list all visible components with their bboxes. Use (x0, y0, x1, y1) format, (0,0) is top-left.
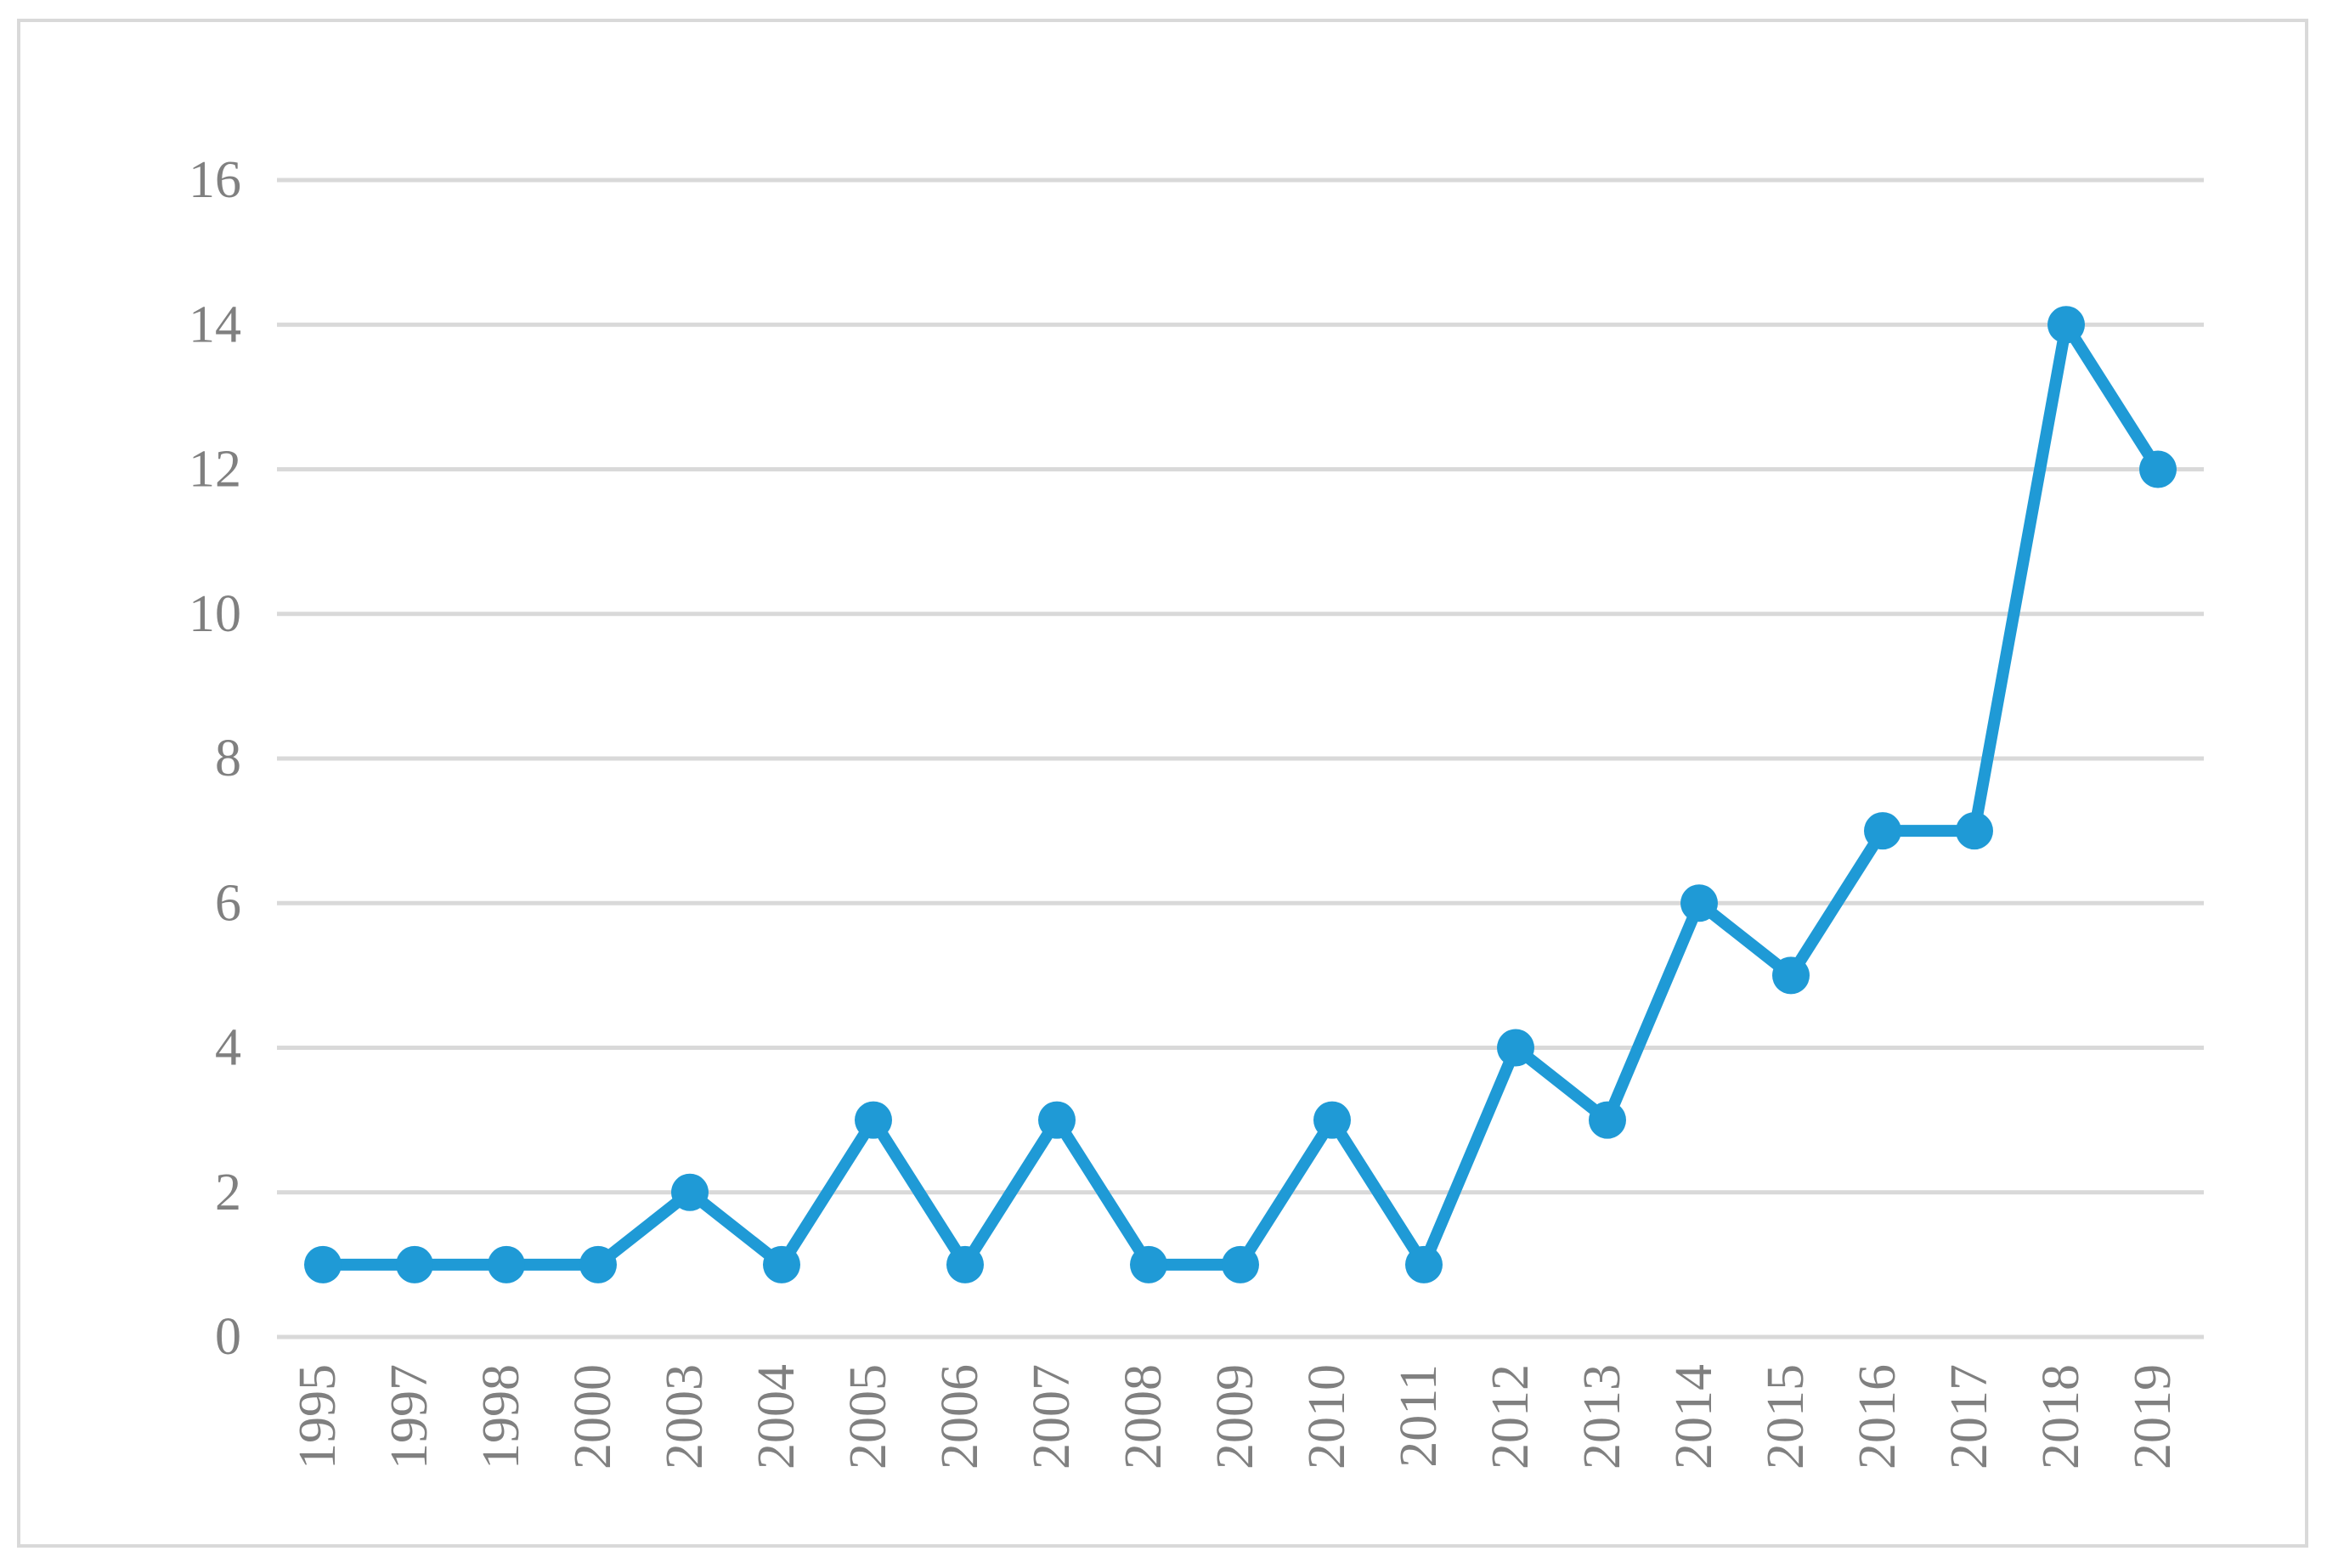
data-point-marker (1497, 1029, 1534, 1067)
x-tick-label: 2015 (1757, 1364, 1815, 1469)
gridlines (277, 178, 2204, 1340)
x-tick-label: 2013 (1573, 1364, 1631, 1469)
y-tick-label: 2 (215, 1164, 241, 1221)
series-line (317, 319, 2164, 1271)
y-tick-label: 4 (215, 1019, 241, 1077)
data-point-marker (579, 1245, 617, 1283)
x-tick-label: 2000 (564, 1364, 622, 1469)
x-tick-label: 2011 (1390, 1364, 1448, 1468)
x-tick-label: 2004 (748, 1364, 805, 1469)
x-tick-label: 2019 (2124, 1364, 2182, 1469)
x-tick-label: 2010 (1298, 1364, 1356, 1469)
y-tick-label: 10 (189, 585, 241, 643)
x-tick-label: 1995 (289, 1364, 347, 1469)
x-tick-label: 2018 (2032, 1364, 2090, 1469)
data-point-marker (1405, 1245, 1443, 1283)
data-point-marker (1956, 812, 1993, 850)
x-tick-label: 2008 (1115, 1364, 1172, 1469)
data-point-marker (1864, 812, 1901, 850)
data-point-marker (1589, 1101, 1626, 1139)
x-tick-label: 2006 (931, 1364, 989, 1469)
chart-frame: 0 2 4 6 8 10 12 14 16 1995 1997 1998 2000 2003 2004 20… (17, 19, 2308, 1548)
data-point-marker (1130, 1245, 1167, 1283)
x-tick-label: 2017 (1940, 1364, 1998, 1469)
y-tick-label: 6 (215, 874, 241, 932)
data-point-marker (946, 1245, 984, 1283)
data-point-marker (671, 1173, 709, 1211)
y-tick-label: 16 (189, 151, 241, 209)
x-tick-label: 2016 (1849, 1364, 1906, 1469)
x-tick-label: 2014 (1665, 1364, 1723, 1469)
data-point-marker (396, 1245, 433, 1283)
y-axis-tick-labels: 0 2 4 6 8 10 12 14 16 (189, 151, 241, 1366)
x-tick-label: 2005 (839, 1364, 897, 1469)
x-tick-label: 2009 (1206, 1364, 1264, 1469)
x-tick-label: 1998 (472, 1364, 530, 1469)
x-tick-label: 2012 (1482, 1364, 1539, 1469)
y-tick-label: 8 (215, 730, 241, 787)
data-point-marker (1680, 884, 1718, 922)
data-point-marker (1313, 1101, 1351, 1139)
x-tick-label: 2007 (1023, 1364, 1081, 1469)
y-tick-label: 12 (189, 441, 241, 499)
line-chart: 0 2 4 6 8 10 12 14 16 1995 1997 1998 2000 2003 2004 20… (189, 151, 2204, 1469)
x-axis-tick-labels: 1995 1997 1998 2000 2003 2004 2005 2006 2007 2008… (289, 1364, 2182, 1469)
data-point-marker (488, 1245, 525, 1283)
series-markers (304, 306, 2177, 1283)
data-point-marker (304, 1245, 342, 1283)
data-point-marker (855, 1101, 892, 1139)
data-point-marker (2139, 450, 2177, 488)
data-point-marker (1038, 1101, 1076, 1139)
data-point-marker (2047, 306, 2085, 344)
x-tick-label: 2003 (656, 1364, 714, 1469)
y-tick-label: 0 (215, 1308, 241, 1366)
series-line-group (317, 319, 2164, 1271)
data-point-marker (763, 1245, 800, 1283)
data-point-marker (1222, 1245, 1259, 1283)
data-point-marker (1772, 956, 1810, 995)
y-tick-label: 14 (189, 296, 241, 353)
x-tick-label: 1997 (381, 1364, 438, 1469)
